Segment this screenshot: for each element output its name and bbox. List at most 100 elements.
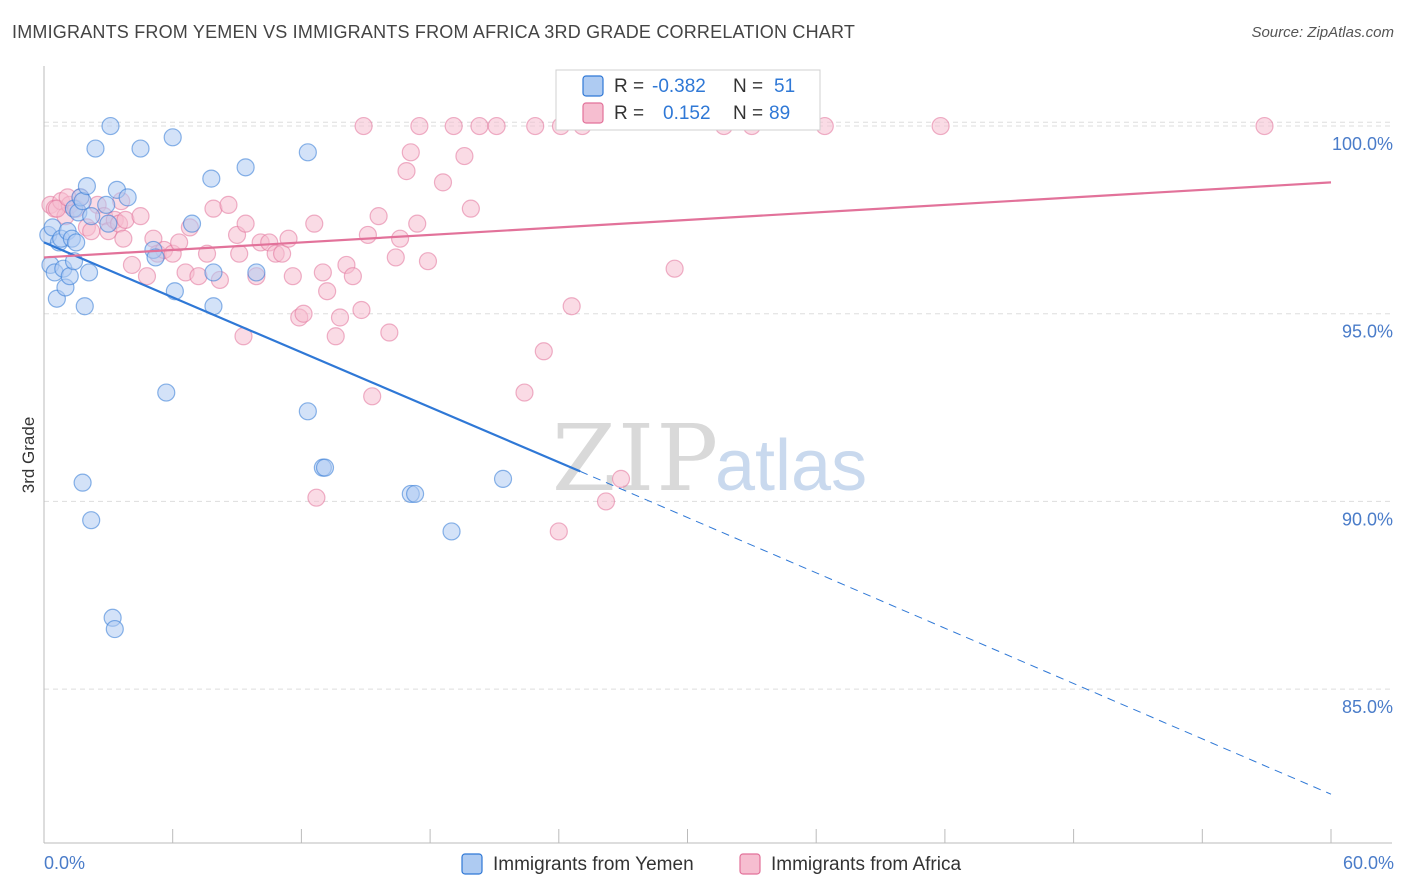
- legend-label-africa: Immigrants from Africa: [771, 854, 961, 875]
- data-point: [75, 297, 94, 316]
- data-point: [86, 139, 105, 158]
- stats-swatch-yemen: [582, 75, 604, 97]
- data-point: [163, 128, 182, 147]
- legend-swatch-yemen: [461, 853, 483, 875]
- source-label: Source: ZipAtlas.com: [1251, 24, 1394, 41]
- data-point: [204, 263, 223, 282]
- chart-title: IMMIGRANTS FROM YEMEN VS IMMIGRANTS FROM…: [12, 22, 856, 42]
- data-point: [114, 229, 133, 248]
- legend-swatch-africa: [739, 853, 761, 875]
- watermark: ZIP atlas: [552, 405, 867, 512]
- data-point: [363, 387, 382, 406]
- data-point: [73, 473, 92, 492]
- data-point: [204, 199, 223, 218]
- data-point: [131, 139, 150, 158]
- stats-box: R = -0.382 N = 51 R = 0.152 N = 89: [555, 69, 821, 131]
- data-point: [79, 263, 99, 282]
- data-point: [358, 225, 377, 245]
- data-point: [122, 255, 142, 275]
- data-point: [315, 458, 335, 477]
- data-point: [118, 188, 137, 207]
- stats-n-label-africa: N =: [733, 103, 763, 124]
- trend-lines: [43, 181, 1332, 795]
- y-axis-label: 3rd Grade: [19, 417, 38, 494]
- data-point: [549, 522, 568, 541]
- data-point: [101, 116, 120, 136]
- stats-r-label-africa: R =: [614, 103, 644, 124]
- data-point: [97, 195, 116, 214]
- data-point: [294, 304, 313, 323]
- data-point: [401, 143, 420, 162]
- data-point: [397, 162, 416, 181]
- x-tick-label: 60.0%: [1343, 853, 1394, 873]
- data-point: [665, 259, 684, 278]
- y-tick-label: 90.0%: [1342, 509, 1393, 529]
- legend: Immigrants from Yemen Immigrants from Af…: [461, 853, 961, 875]
- data-point: [67, 233, 86, 252]
- data-point: [298, 143, 317, 162]
- data-point: [444, 116, 463, 136]
- y-tick-label: 100.0%: [1332, 134, 1393, 154]
- stats-n-value-yemen: 51: [774, 76, 795, 97]
- y-tick-label: 85.0%: [1342, 697, 1393, 717]
- data-point: [931, 116, 950, 136]
- data-point: [470, 116, 489, 136]
- data-point: [236, 214, 255, 233]
- data-point: [77, 177, 97, 196]
- watermark-zip: ZIP: [552, 405, 720, 512]
- data-point: [82, 207, 101, 226]
- data-point: [202, 169, 221, 188]
- data-point: [1255, 116, 1274, 136]
- stats-n-value-africa: 89: [769, 103, 790, 124]
- data-point: [390, 229, 410, 248]
- data-point: [99, 214, 118, 233]
- data-point: [526, 116, 545, 136]
- data-point: [318, 282, 337, 301]
- stats-swatch-africa: [582, 102, 604, 124]
- data-point: [493, 469, 513, 488]
- data-point: [461, 199, 480, 218]
- data-point: [236, 158, 255, 177]
- series-immigrants-from-yemen: [39, 116, 513, 639]
- data-point: [73, 192, 92, 211]
- data-point: [189, 267, 208, 286]
- stats-n-label-yemen: N =: [733, 76, 763, 97]
- data-point: [137, 267, 157, 286]
- data-point: [343, 267, 362, 286]
- data-point: [354, 116, 373, 136]
- data-point: [487, 116, 506, 136]
- data-point: [418, 252, 438, 271]
- data-point: [611, 469, 631, 488]
- data-point: [105, 619, 124, 639]
- data-point: [230, 244, 249, 263]
- data-point: [283, 267, 302, 286]
- data-point: [82, 511, 101, 530]
- data-point: [410, 116, 429, 136]
- axes: [43, 66, 1392, 844]
- stats-r-label-yemen: R =: [614, 76, 644, 97]
- stats-r-value-yemen: -0.382: [652, 76, 706, 97]
- data-point: [272, 244, 292, 263]
- data-point: [146, 248, 165, 267]
- x-tick-labels: 0.0% 60.0%: [44, 853, 1394, 873]
- data-point: [330, 308, 350, 327]
- data-point: [369, 207, 388, 226]
- watermark-atlas: atlas: [715, 426, 867, 506]
- data-point: [170, 233, 189, 252]
- data-point: [596, 492, 616, 511]
- legend-label-yemen: Immigrants from Yemen: [493, 854, 694, 875]
- data-point: [408, 214, 427, 233]
- data-point: [433, 173, 453, 192]
- data-point: [157, 383, 176, 402]
- data-point: [326, 327, 345, 346]
- data-point: [386, 248, 405, 267]
- data-point: [298, 402, 317, 421]
- trend-line-yemen-extension: [580, 470, 1332, 795]
- x-tick-label: 0.0%: [44, 853, 85, 873]
- data-point: [247, 263, 266, 282]
- data-point: [455, 146, 474, 166]
- data-point: [313, 263, 332, 282]
- trend-line-africa: [43, 181, 1332, 259]
- y-tick-label: 95.0%: [1342, 322, 1393, 342]
